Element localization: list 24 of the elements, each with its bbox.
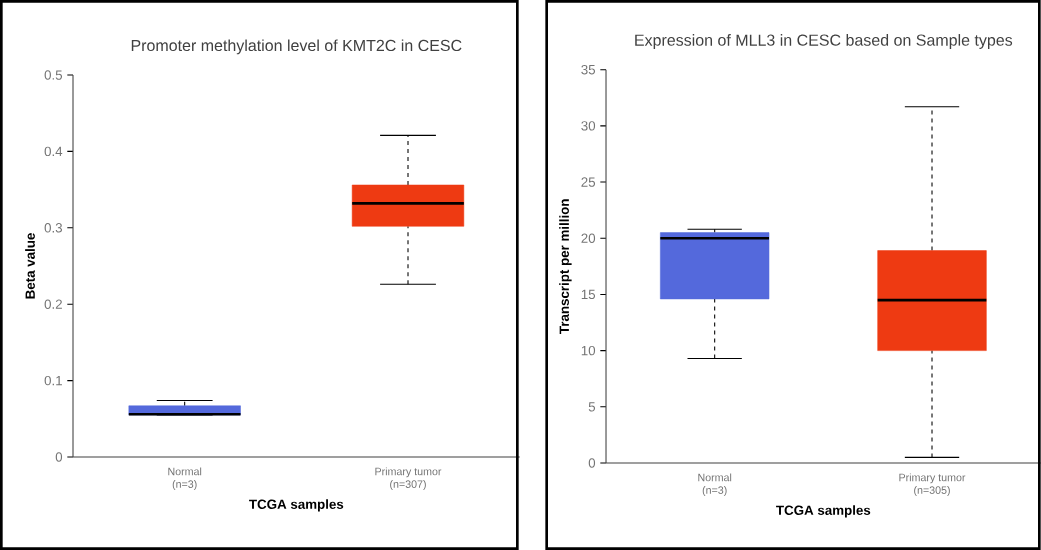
x-axis-title: TCGA samples <box>249 499 344 512</box>
x-tick-label: Primary tumor (n=307) <box>375 467 442 491</box>
chart-title: Expression of MLL3 in CESC based on Sample types <box>635 34 1013 49</box>
y-tick-label: 0.3 <box>44 223 63 233</box>
y-tick-label: 0.1 <box>44 375 62 386</box>
y-tick-label: 0.4 <box>44 146 63 157</box>
x-tick-label: Normal (n=3) <box>698 473 732 497</box>
x-tick-label: Normal (n=3) <box>168 467 202 491</box>
y-tick-label: 5 <box>588 402 596 412</box>
y-axis-title: Transcript per million <box>559 199 572 334</box>
y-axis-title: Beta value <box>25 233 35 299</box>
y-tick-label: 30 <box>581 121 596 131</box>
y-tick-label: 10 <box>581 345 596 356</box>
y-tick-label: 15 <box>581 289 596 300</box>
y-tick-label: 25 <box>581 177 596 187</box>
y-tick-label: 20 <box>581 233 596 243</box>
y-tick-label: 0 <box>55 452 63 462</box>
x-tick-label: Primary tumor (n=305) <box>899 473 966 497</box>
x-axis-title: TCGA samples <box>776 505 871 518</box>
y-tick-label: 35 <box>581 64 596 75</box>
y-tick-label: 0.5 <box>44 70 63 80</box>
y-tick-label: 0 <box>588 458 596 468</box>
chart-title: Promoter methylation level of KMT2C in CESC <box>131 39 462 55</box>
y-tick-label: 0.2 <box>44 299 62 309</box>
